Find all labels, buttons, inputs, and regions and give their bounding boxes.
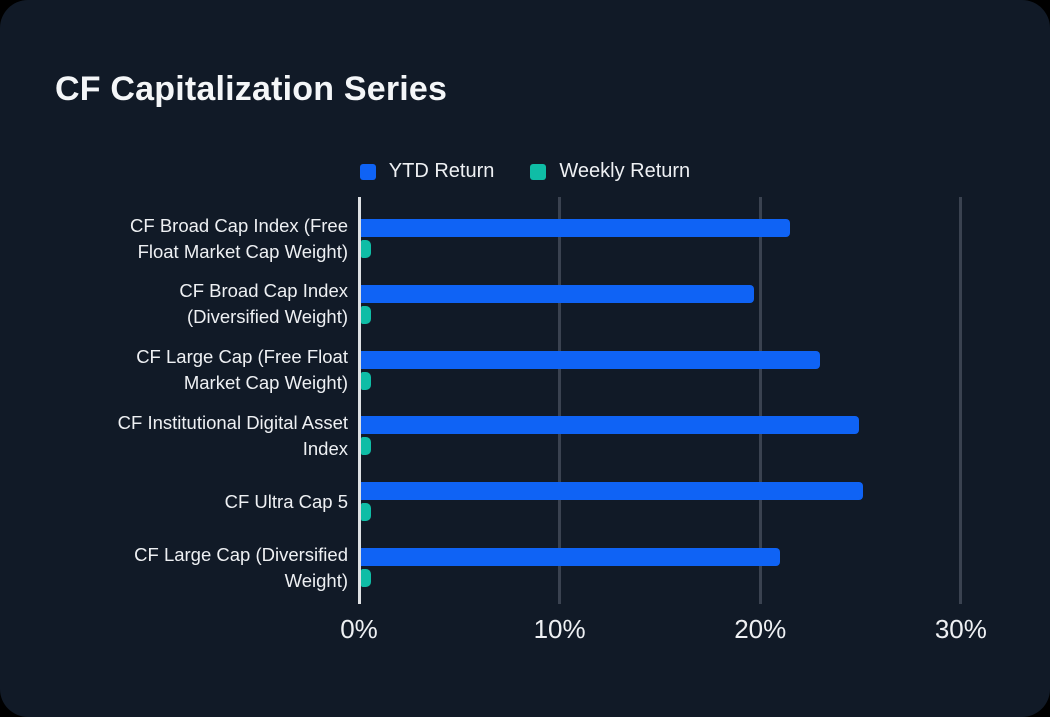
bar-weekly-3 [361,437,372,456]
legend-item-label: Weekly Return [559,160,691,182]
category-label: CF Institutional Digital Asset Index [117,411,348,459]
legend-item-label: YTD Return [388,160,495,182]
bar-ytd-4 [361,482,863,501]
category-label: CF Large Cap (Diversified Weight) [134,543,348,591]
x-tick-label: 20% [734,614,787,644]
category-label: CF Broad Cap Index (Diversified Weight) [179,280,348,328]
plot-area [357,197,999,604]
bar-weekly-0 [361,240,372,258]
category-label: CF Broad Cap Index (Free Float Market Ca… [130,214,348,262]
bar-weekly-1 [361,305,372,324]
chart-legend: YTD Return Weekly Return [0,160,1050,183]
bar-weekly-2 [361,371,372,390]
bar-weekly-5 [361,569,372,587]
gridline-30% [959,197,963,604]
x-tick-label: 30% [934,614,987,644]
gridline-20% [758,197,762,604]
bar-ytd-0 [361,219,791,237]
legend-swatch-icon [359,163,376,180]
bar-ytd-2 [361,350,821,369]
bar-ytd-5 [361,548,781,566]
page-title: CF Capitalization Series [55,70,448,108]
bar-weekly-4 [361,503,372,522]
legend-item-ytd[interactable]: YTD Return [359,160,495,183]
x-tick-label: 10% [533,614,586,644]
y-axis-line [357,197,361,604]
x-tick-label: 0% [340,614,378,644]
category-label: CF Large Cap (Free Float Market Cap Weig… [136,346,348,394]
legend-swatch-icon [530,163,547,180]
legend-item-weekly[interactable]: Weekly Return [530,160,690,183]
bar-ytd-1 [361,284,755,303]
category-label: CF Ultra Cap 5 [224,490,348,512]
bar-ytd-3 [361,416,859,435]
gridline-10% [558,197,562,604]
